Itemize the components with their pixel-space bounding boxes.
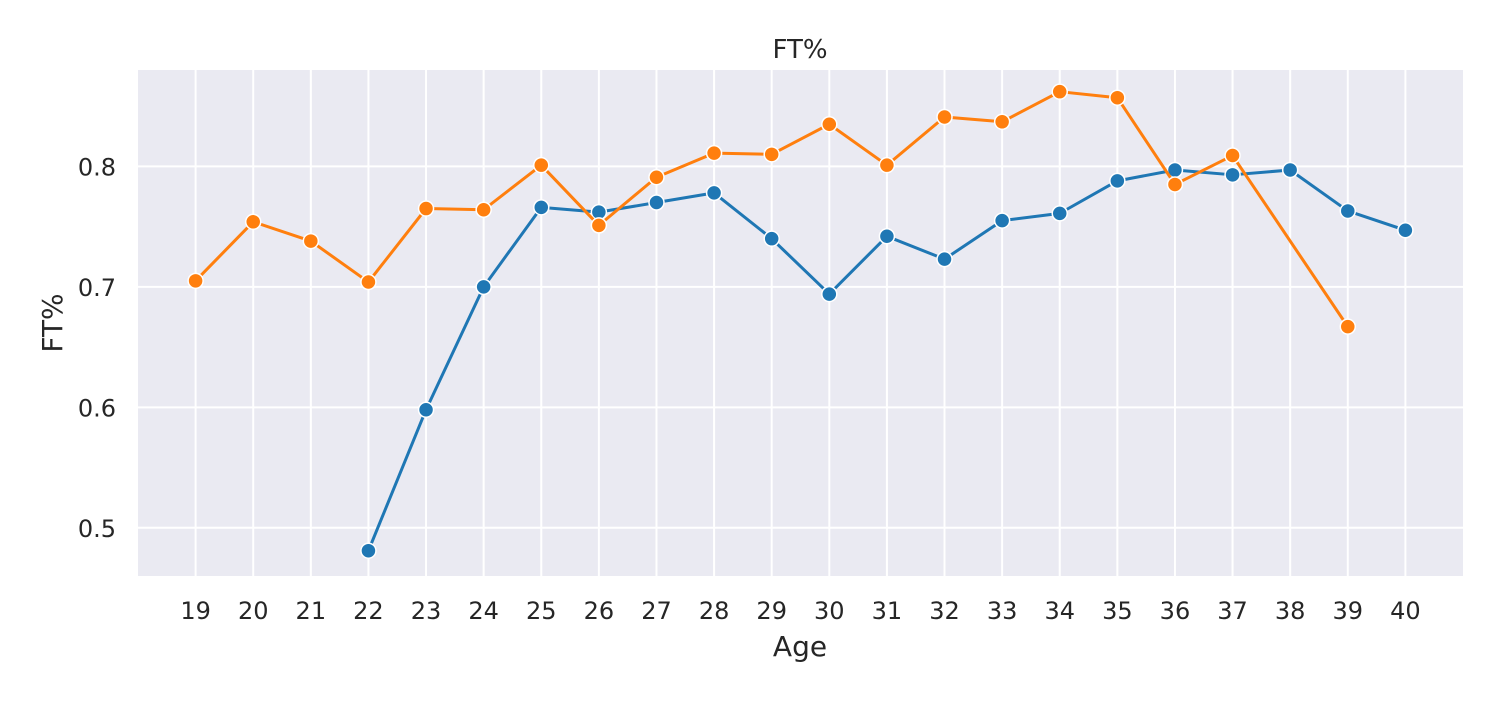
y-tick-label: 0.6 — [78, 394, 116, 422]
series-2-point — [244, 213, 262, 231]
series-1-point — [360, 542, 377, 559]
series-2-point — [705, 144, 723, 162]
y-tick-label: 0.5 — [78, 515, 116, 543]
series-1-point — [648, 194, 665, 211]
series-2-point — [360, 273, 377, 291]
series-1 — [360, 161, 1414, 559]
series-layer — [187, 83, 1414, 559]
x-tick-label: 31 — [872, 597, 903, 625]
x-tick-label: 32 — [929, 597, 960, 625]
series-2-point — [993, 113, 1011, 131]
x-tick-label: 40 — [1390, 597, 1421, 625]
x-axis-label: Age — [773, 630, 827, 663]
x-tick-label: 24 — [468, 597, 499, 625]
series-1-point — [1224, 166, 1241, 184]
series-2-point — [533, 156, 550, 174]
series-1-point — [1397, 221, 1414, 239]
series-1-point — [993, 212, 1011, 229]
plot-area-background — [138, 70, 1463, 576]
series-1-point — [1109, 172, 1126, 190]
x-tick-label: 30 — [814, 597, 845, 625]
series-2-point — [187, 272, 204, 290]
grid-lines — [138, 70, 1463, 576]
series-1-point — [1339, 202, 1357, 220]
x-tick-label: 35 — [1102, 597, 1133, 625]
series-2-point — [936, 108, 953, 126]
series-1-point — [1051, 205, 1068, 222]
x-tick-label: 26 — [584, 597, 615, 625]
y-axis-label: FT% — [36, 293, 69, 352]
y-axis-ticks: 0.5 0.6 0.7 0.8 — [78, 153, 116, 542]
series-2-point — [1339, 318, 1357, 335]
x-tick-label: 33 — [987, 597, 1018, 625]
y-tick-label: 0.7 — [78, 274, 116, 302]
x-tick-label: 39 — [1333, 597, 1364, 625]
series-1-point — [878, 228, 896, 245]
x-tick-label: 25 — [526, 597, 557, 625]
x-tick-label: 36 — [1160, 597, 1191, 625]
x-tick-label: 20 — [238, 597, 269, 625]
series-1-point — [936, 250, 953, 268]
series-1-point — [1281, 161, 1299, 179]
x-tick-label: 28 — [699, 597, 730, 625]
series-2-point — [475, 201, 492, 219]
series-2-point — [302, 232, 320, 250]
x-tick-label: 29 — [756, 597, 787, 625]
x-axis-ticks: 19 20 21 22 23 24 25 26 27 28 29 30 31 32 33 34 35 36 37 38… — [180, 597, 1420, 625]
x-tick-label: 38 — [1275, 597, 1306, 625]
x-tick-label: 27 — [641, 597, 672, 625]
series-2-point — [1051, 83, 1068, 100]
x-tick-label: 37 — [1217, 597, 1248, 625]
series-1-point — [417, 401, 435, 418]
series-1-point — [763, 230, 780, 247]
series-1-point — [533, 199, 550, 216]
series-2-point — [1166, 176, 1184, 193]
series-2-point — [878, 156, 896, 174]
series-2-point — [1109, 89, 1126, 106]
series-1-point — [475, 278, 492, 296]
series-2-point — [1224, 147, 1241, 164]
x-tick-label: 22 — [353, 597, 384, 625]
x-tick-label: 34 — [1044, 597, 1075, 625]
x-tick-label: 21 — [296, 597, 327, 625]
series-1-point — [705, 184, 723, 202]
series-2-line — [194, 90, 1350, 329]
series-1-point — [821, 285, 838, 303]
series-2 — [187, 83, 1357, 335]
series-2-point — [417, 200, 435, 217]
y-tick-label: 0.8 — [78, 153, 116, 181]
x-tick-label: 23 — [411, 597, 442, 625]
chart-title: FT% — [772, 35, 827, 65]
series-2-point — [763, 146, 780, 163]
series-2-point — [648, 168, 665, 186]
series-2-point — [590, 217, 608, 234]
series-2-point — [821, 115, 838, 133]
x-tick-label: 19 — [180, 597, 211, 625]
